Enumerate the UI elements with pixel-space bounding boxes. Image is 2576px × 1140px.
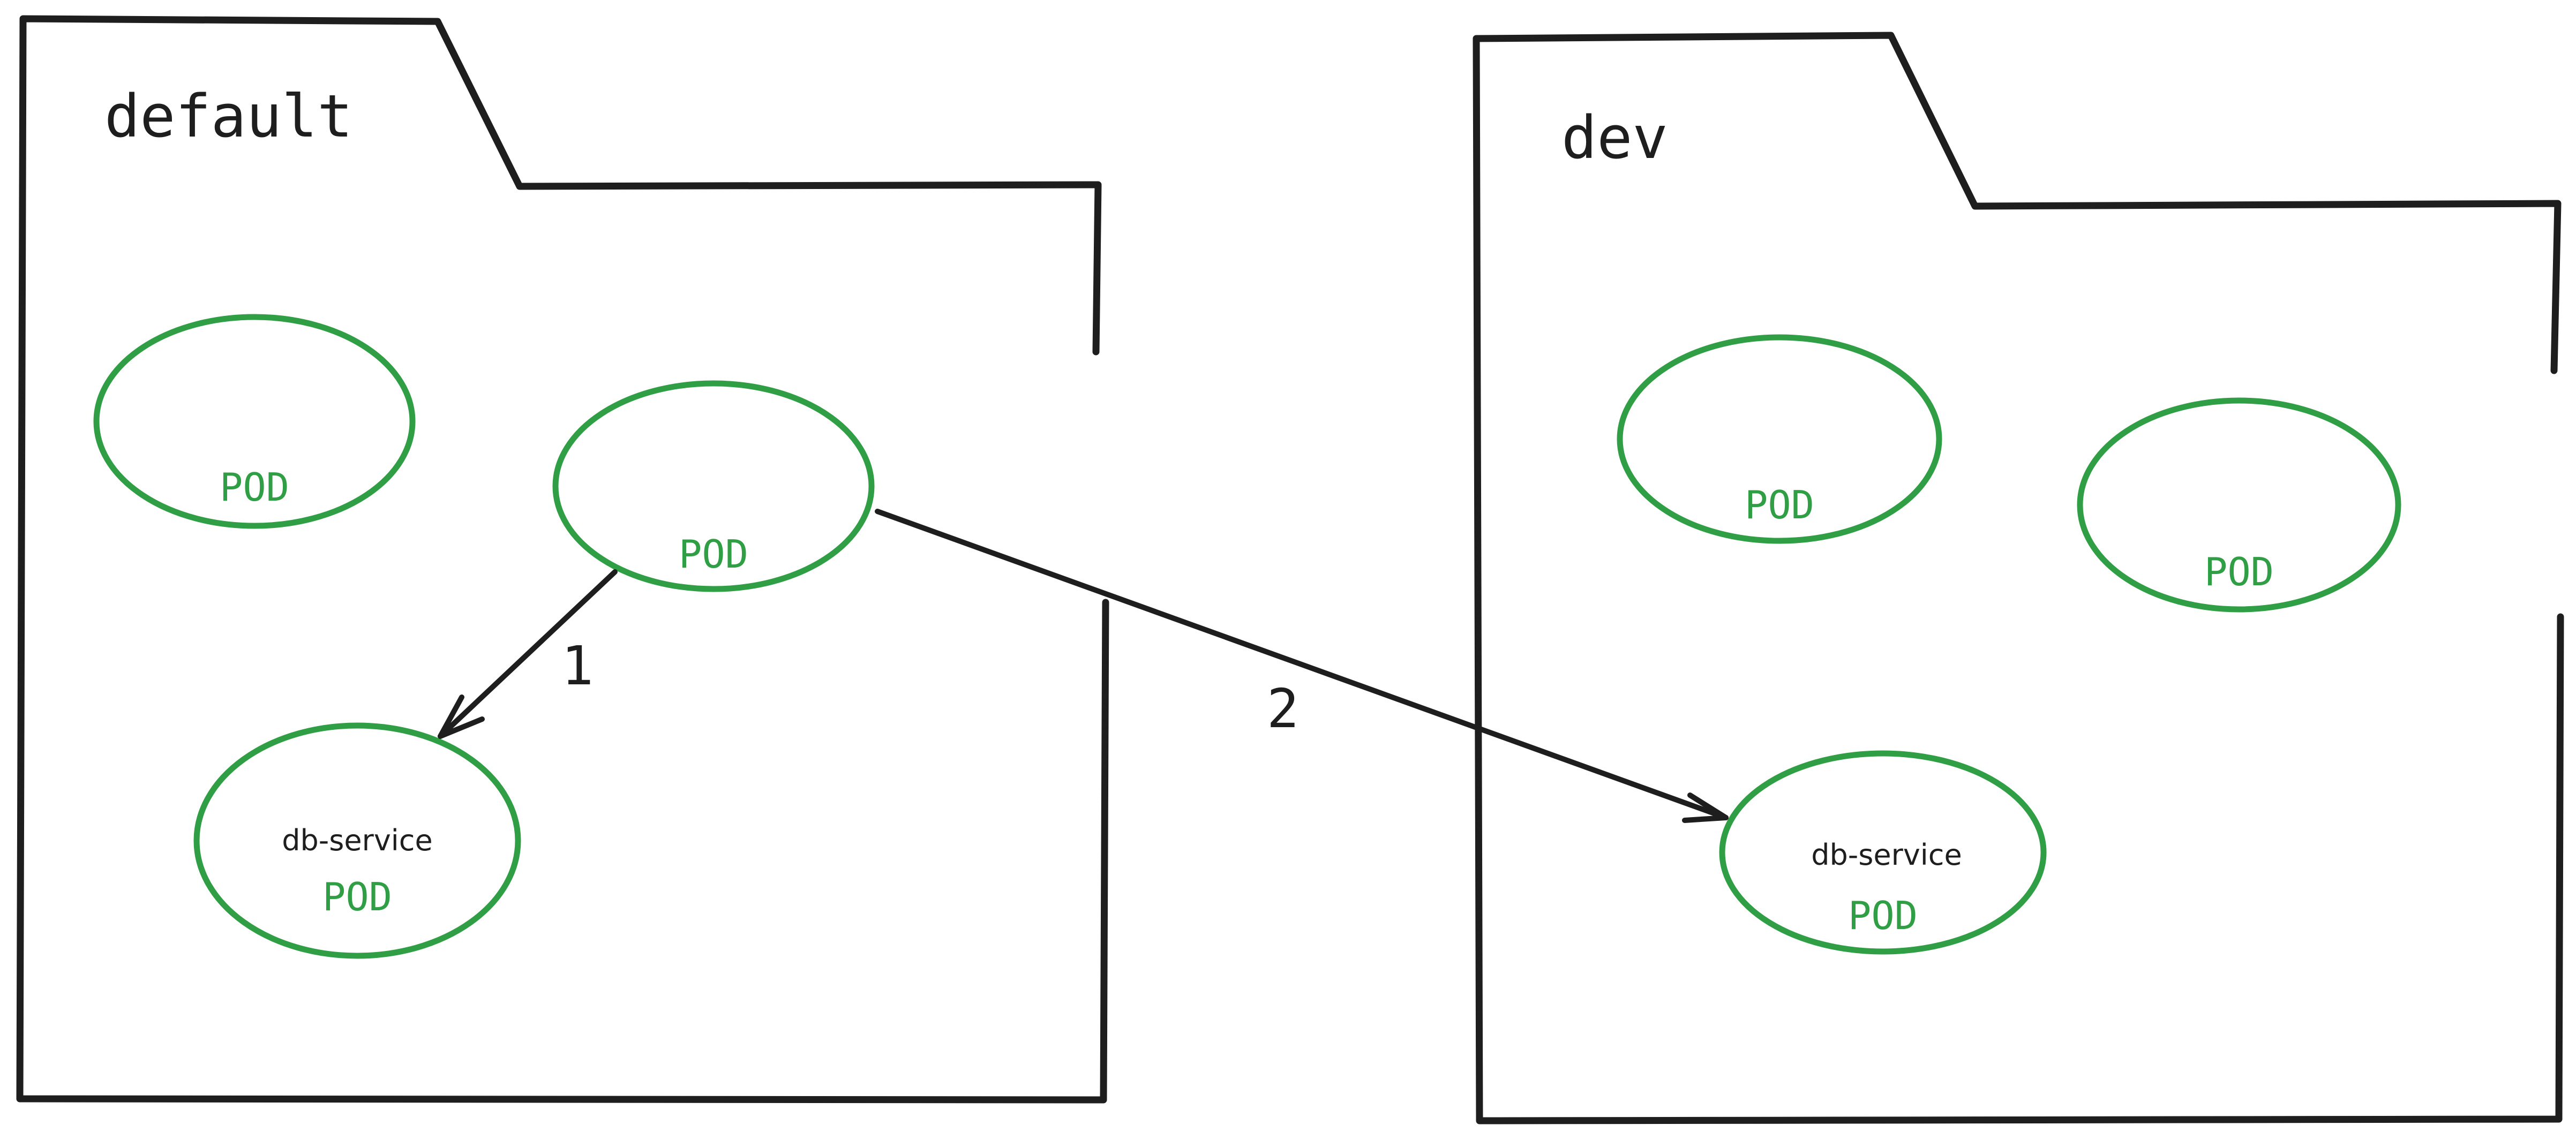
pod-ellipse [552,380,875,592]
namespace-dev-label: dev [1561,103,1668,172]
connection-1-label: 1 [561,635,594,697]
dev-pod-1: POD [1617,334,1942,544]
connection-2: 2 [875,509,1729,823]
default-pod-1: POD [93,314,416,529]
default-db-service-pod: db-service POD [193,722,521,959]
namespace-dev-folder [1473,32,2564,1124]
pod-label: POD [1848,893,1918,938]
pod-ellipse [1719,750,2047,955]
default-pod-2: POD [552,380,875,592]
pod-ellipse [2077,397,2401,613]
pod-ellipse [93,314,416,529]
pod-label: POD [322,874,392,919]
connection-2-line [875,509,1729,820]
pod-label: POD [679,532,748,577]
pod-label: POD [2204,549,2274,594]
connection-1-arrowhead [438,694,485,739]
dev-pod-2: POD [2077,397,2401,613]
connection-1: 1 [438,569,618,739]
pod-label: POD [220,465,289,510]
dev-db-service-pod: db-service POD [1719,750,2047,955]
pod-ellipse [193,722,521,959]
namespace-default-label: default [104,82,353,150]
connection-2-label: 2 [1267,677,1299,740]
pod-ellipse [1617,334,1942,544]
service-label: db-service [1811,838,1962,872]
service-label: db-service [282,824,432,857]
connection-1-line [438,569,618,739]
namespace-dev: dev POD POD db-service POD [1473,32,2564,1124]
namespace-default: default POD POD db-service POD [16,15,1109,1104]
connection-2-arrowhead [1682,792,1729,823]
namespace-default-folder [16,15,1109,1104]
pod-label: POD [1745,482,1814,527]
